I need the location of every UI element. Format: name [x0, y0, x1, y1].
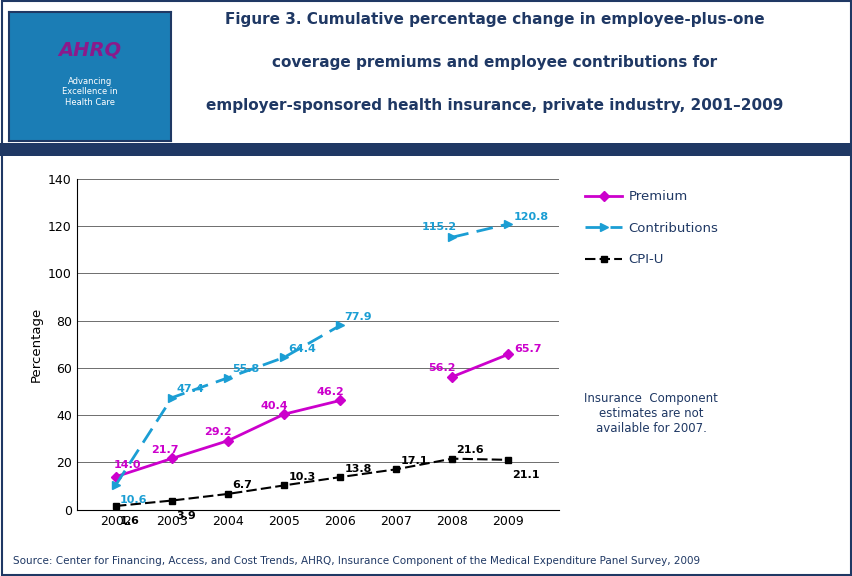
Text: 56.2: 56.2	[428, 363, 456, 373]
Text: 64.4: 64.4	[288, 344, 316, 354]
Text: 47.4: 47.4	[176, 384, 204, 394]
Text: Figure 3. Cumulative percentage change in employee-plus-one: Figure 3. Cumulative percentage change i…	[225, 12, 763, 26]
Text: 10.3: 10.3	[288, 472, 315, 482]
Text: Insurance  Component
estimates are not
available for 2007.: Insurance Component estimates are not av…	[584, 392, 717, 435]
Text: 3.9: 3.9	[176, 510, 196, 521]
Text: 29.2: 29.2	[204, 427, 232, 437]
Text: 10.6: 10.6	[120, 495, 147, 505]
Text: Advancing
Excellence in
Health Care: Advancing Excellence in Health Care	[61, 77, 118, 107]
Text: 55.8: 55.8	[232, 364, 259, 374]
Text: 21.1: 21.1	[512, 470, 539, 480]
Text: 6.7: 6.7	[232, 480, 252, 490]
Text: 1.6: 1.6	[120, 516, 140, 526]
Text: coverage premiums and employee contributions for: coverage premiums and employee contribut…	[272, 55, 717, 70]
Y-axis label: Percentage: Percentage	[30, 306, 43, 382]
Text: 13.8: 13.8	[344, 464, 371, 473]
Text: 120.8: 120.8	[513, 212, 549, 222]
Text: 21.7: 21.7	[151, 445, 179, 455]
Text: 46.2: 46.2	[316, 387, 344, 397]
Text: Source: Center for Financing, Access, and Cost Trends, AHRQ, Insurance Component: Source: Center for Financing, Access, an…	[13, 556, 699, 566]
Text: 21.6: 21.6	[456, 445, 483, 455]
Text: 65.7: 65.7	[513, 343, 541, 354]
Text: AHRQ: AHRQ	[58, 41, 121, 60]
Legend: Premium, Contributions, CPI-U: Premium, Contributions, CPI-U	[579, 185, 722, 272]
Text: 14.0: 14.0	[113, 460, 141, 471]
Text: 40.4: 40.4	[260, 401, 288, 411]
Text: 115.2: 115.2	[421, 222, 457, 232]
Text: 17.1: 17.1	[400, 456, 428, 466]
Text: 77.9: 77.9	[344, 312, 371, 322]
Text: employer-sponsored health insurance, private industry, 2001–2009: employer-sponsored health insurance, pri…	[206, 98, 782, 113]
